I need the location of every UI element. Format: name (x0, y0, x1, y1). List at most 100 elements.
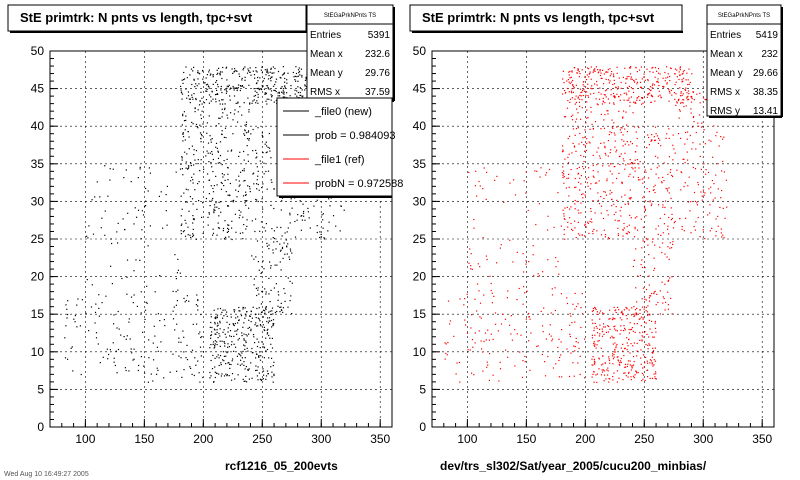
data-point (529, 369, 531, 371)
data-point (593, 70, 595, 72)
data-point (579, 189, 581, 191)
data-point (212, 83, 214, 85)
data-point (624, 152, 626, 154)
data-point (573, 145, 575, 147)
data-point (710, 192, 712, 194)
data-point (654, 126, 657, 128)
data-point (676, 169, 678, 171)
data-point (609, 189, 611, 192)
data-point (211, 331, 213, 333)
data-point (263, 346, 265, 348)
data-point (129, 338, 131, 340)
data-point (590, 66, 592, 68)
data-point (210, 334, 213, 336)
data-point (470, 253, 472, 255)
data-point (606, 210, 608, 212)
data-point (214, 333, 216, 335)
data-point (247, 185, 249, 187)
data-point (600, 77, 602, 79)
data-point (657, 225, 659, 227)
data-point (561, 376, 563, 378)
data-point (180, 195, 182, 197)
data-point (594, 182, 596, 184)
data-point (625, 82, 627, 84)
data-point (509, 239, 511, 241)
data-point (256, 166, 258, 168)
data-point (594, 306, 596, 308)
data-point (299, 200, 301, 202)
data-point (221, 173, 223, 175)
data-point (234, 213, 236, 215)
data-point (674, 220, 676, 223)
data-point (258, 87, 260, 89)
data-point (551, 288, 553, 290)
data-point (219, 335, 221, 337)
data-point (594, 334, 596, 336)
data-point (228, 194, 230, 196)
data-point (244, 307, 246, 309)
data-point (573, 345, 575, 347)
data-point (266, 70, 268, 72)
data-point (631, 166, 633, 169)
data-point (209, 205, 211, 207)
data-point (92, 233, 95, 235)
data-point (276, 264, 278, 266)
data-point (582, 137, 584, 139)
data-point (67, 313, 69, 316)
data-point (125, 369, 127, 372)
data-point (659, 73, 661, 75)
data-point (191, 198, 194, 200)
data-point (219, 162, 221, 164)
data-point (174, 254, 176, 256)
data-point (217, 86, 219, 88)
data-point (229, 95, 231, 97)
data-point (217, 324, 219, 326)
data-point (208, 115, 210, 117)
data-point (701, 122, 703, 124)
data-point (719, 206, 721, 208)
data-point (202, 376, 204, 379)
data-point (641, 298, 643, 300)
data-point (253, 74, 256, 76)
data-point (604, 191, 606, 193)
data-point (149, 225, 151, 227)
data-point (606, 89, 608, 91)
data-point (275, 283, 277, 285)
data-point (643, 195, 645, 197)
data-point (221, 340, 223, 342)
data-point (106, 348, 108, 350)
data-point (701, 126, 703, 128)
data-point (216, 206, 218, 208)
data-point (267, 328, 269, 330)
data-point (208, 213, 210, 215)
data-point (662, 302, 664, 304)
data-point (649, 92, 651, 94)
data-point (200, 336, 202, 339)
data-point (218, 373, 220, 375)
data-point (651, 331, 653, 334)
data-point (623, 140, 625, 142)
data-point (267, 146, 269, 148)
data-point (508, 324, 511, 326)
data-point (707, 214, 709, 216)
data-point (573, 67, 575, 69)
data-point (571, 322, 573, 324)
data-point (616, 126, 618, 128)
data-point (94, 311, 97, 313)
data-point (277, 92, 279, 94)
data-point (214, 344, 216, 347)
data-point (240, 211, 242, 213)
data-point (682, 71, 684, 73)
data-point (618, 309, 620, 311)
data-point (613, 337, 615, 339)
data-point (242, 326, 244, 328)
data-point (610, 94, 612, 96)
data-point (263, 374, 265, 376)
data-point (272, 324, 274, 326)
data-point (593, 362, 595, 364)
data-point (199, 170, 201, 172)
data-point (101, 302, 103, 304)
data-point (214, 340, 216, 342)
data-point (630, 96, 632, 98)
data-point (651, 139, 653, 141)
